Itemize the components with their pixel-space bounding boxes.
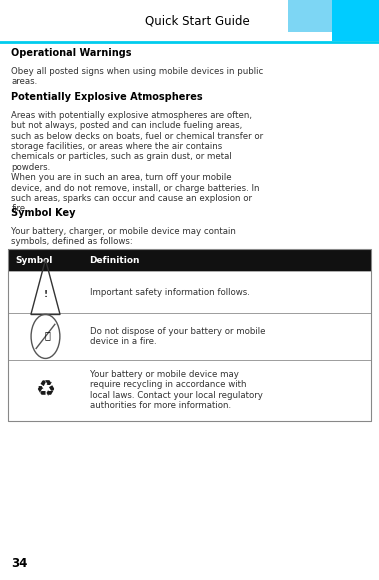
Bar xyxy=(8,360,371,420)
Bar xyxy=(8,313,371,360)
Text: 🖐: 🖐 xyxy=(44,330,50,340)
Text: Quick Start Guide: Quick Start Guide xyxy=(145,15,249,28)
Text: Operational Warnings: Operational Warnings xyxy=(11,48,132,57)
Text: 34: 34 xyxy=(11,557,28,570)
Text: Important safety information follows.: Important safety information follows. xyxy=(90,288,250,297)
Text: Obey all posted signs when using mobile devices in public
areas.: Obey all posted signs when using mobile … xyxy=(11,67,264,86)
Bar xyxy=(8,249,371,271)
Text: Do not dispose of your battery or mobile
device in a fire.: Do not dispose of your battery or mobile… xyxy=(90,327,266,346)
Text: !: ! xyxy=(44,289,47,299)
Text: Your battery, charger, or mobile device may contain
symbols, defined as follows:: Your battery, charger, or mobile device … xyxy=(11,227,236,246)
Bar xyxy=(8,271,371,313)
Text: Symbol Key: Symbol Key xyxy=(11,208,76,218)
Text: ♻: ♻ xyxy=(36,380,55,400)
Text: Symbol: Symbol xyxy=(15,256,53,265)
Text: Potentially Explosive Atmospheres: Potentially Explosive Atmospheres xyxy=(11,92,203,102)
Bar xyxy=(332,0,379,41)
Bar xyxy=(288,0,332,32)
Text: Definition: Definition xyxy=(89,256,139,265)
Text: Areas with potentially explosive atmospheres are often,
but not always, posted a: Areas with potentially explosive atmosph… xyxy=(11,111,263,213)
Text: Your battery or mobile device may
require recycling in accordance with
local law: Your battery or mobile device may requir… xyxy=(90,370,263,410)
Bar xyxy=(8,249,371,420)
